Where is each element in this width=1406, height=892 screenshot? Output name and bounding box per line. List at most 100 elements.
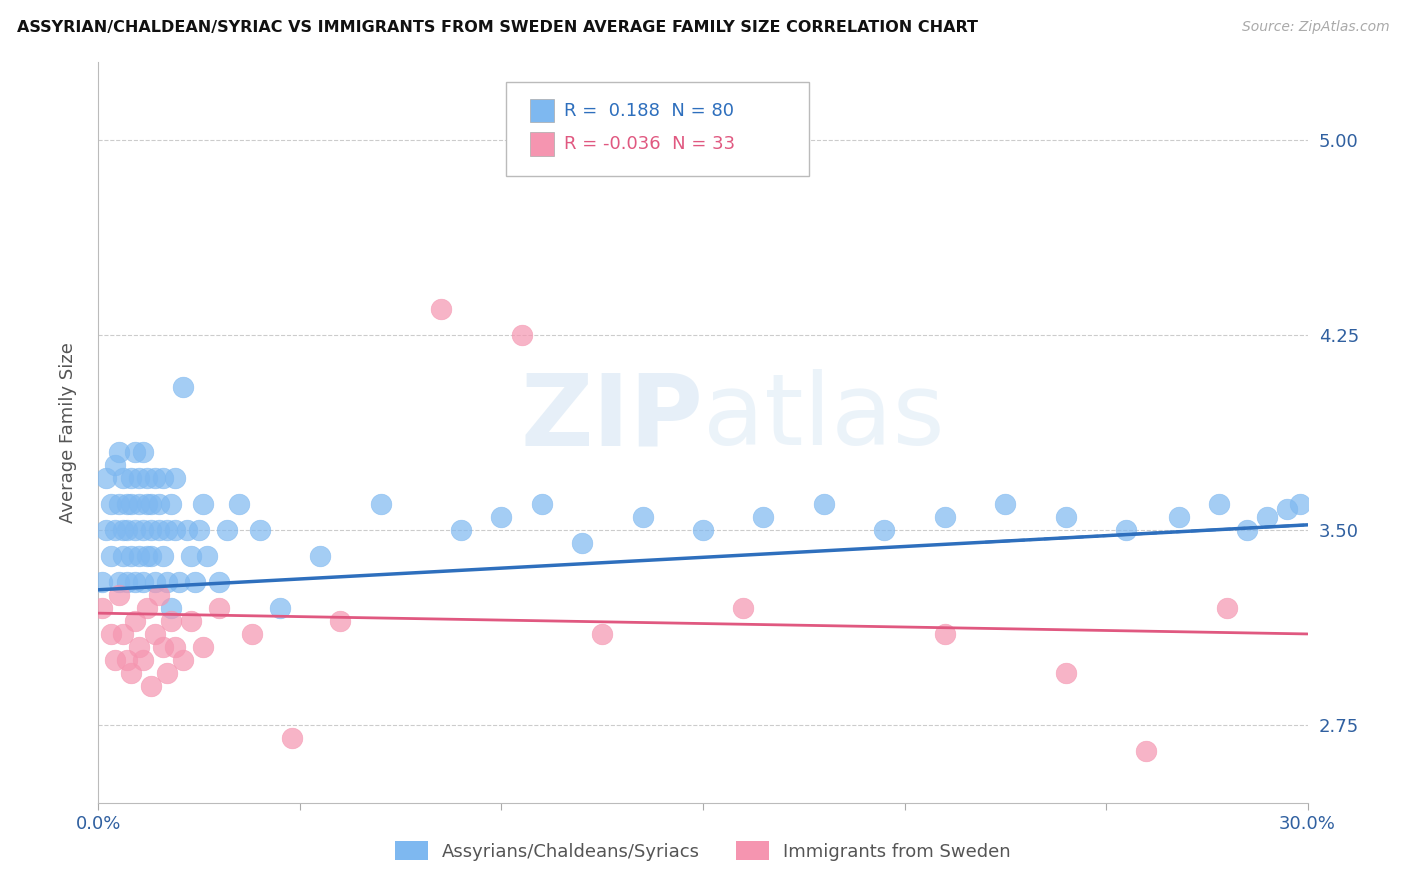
Point (510, 328, 533, 343)
Point (139, 679, 162, 693)
Point (103, 523, 125, 537)
Point (184, 574, 207, 589)
Point (228, 497, 250, 511)
Point (148, 523, 170, 537)
Point (124, 523, 146, 537)
Point (195, 549, 218, 563)
Point (156, 574, 179, 589)
Point (139, 497, 162, 511)
Point (370, 497, 392, 511)
Point (135, 601, 157, 615)
Point (156, 665, 179, 680)
Point (96, 523, 118, 537)
Point (1167, 510, 1189, 524)
Point (132, 574, 155, 589)
FancyBboxPatch shape (506, 82, 810, 176)
Point (240, 627, 263, 641)
Point (143, 574, 166, 589)
Point (1054, 510, 1077, 524)
Text: R = -0.036  N = 33: R = -0.036 N = 33 (564, 135, 735, 153)
Point (111, 471, 134, 485)
Point (139, 523, 162, 537)
Point (135, 549, 157, 563)
Point (873, 523, 896, 537)
Text: ASSYRIAN/CHALDEAN/SYRIAC VS IMMIGRANTS FROM SWEDEN AVERAGE FAMILY SIZE CORRELATI: ASSYRIAN/CHALDEAN/SYRIAC VS IMMIGRANTS F… (17, 20, 977, 35)
Point (193, 640, 215, 654)
Point (571, 536, 593, 550)
Point (1236, 523, 1258, 537)
Point (733, 601, 755, 615)
Point (111, 549, 134, 563)
Point (167, 574, 190, 589)
Point (163, 523, 186, 537)
Point (1256, 510, 1278, 524)
Point (128, 640, 150, 654)
Point (329, 614, 352, 628)
Point (135, 497, 157, 511)
Point (152, 640, 174, 654)
Point (143, 471, 166, 485)
Point (160, 614, 183, 628)
Point (124, 445, 146, 459)
Point (103, 653, 125, 667)
Point (107, 497, 129, 511)
Point (135, 471, 157, 485)
Point (152, 471, 174, 485)
Point (111, 523, 134, 537)
Point (530, 497, 553, 511)
Point (813, 497, 835, 511)
Point (143, 627, 166, 641)
Point (208, 574, 231, 589)
Point (450, 523, 472, 537)
Point (1054, 665, 1077, 680)
Point (934, 510, 956, 524)
Point (107, 574, 129, 589)
Point (115, 653, 138, 667)
Point (269, 601, 291, 615)
Point (208, 601, 231, 615)
Point (120, 549, 142, 563)
Point (160, 601, 183, 615)
Point (132, 445, 155, 459)
Point (1277, 502, 1299, 516)
FancyBboxPatch shape (530, 99, 554, 122)
Point (139, 549, 162, 563)
Point (163, 471, 186, 485)
Point (103, 458, 125, 472)
Text: Source: ZipAtlas.com: Source: ZipAtlas.com (1241, 20, 1389, 34)
Point (128, 497, 150, 511)
Point (591, 627, 613, 641)
Point (1216, 601, 1239, 615)
Point (148, 588, 170, 602)
Point (430, 302, 453, 317)
Point (120, 665, 142, 680)
Point (128, 549, 150, 563)
Point (176, 523, 198, 537)
Point (115, 574, 138, 589)
Point (309, 549, 332, 563)
Point (752, 510, 775, 524)
Point (115, 523, 138, 537)
Point (111, 627, 134, 641)
Point (160, 497, 183, 511)
Point (107, 445, 129, 459)
Text: atlas: atlas (703, 369, 945, 467)
Text: R =  0.188  N = 80: R = 0.188 N = 80 (564, 102, 734, 120)
Point (163, 640, 186, 654)
Point (124, 574, 146, 589)
Point (491, 510, 513, 524)
Point (132, 523, 155, 537)
Point (132, 653, 155, 667)
Point (1208, 497, 1230, 511)
Point (100, 627, 122, 641)
Point (934, 627, 956, 641)
FancyBboxPatch shape (530, 132, 554, 156)
Point (1288, 497, 1310, 511)
Point (1135, 744, 1157, 758)
Point (193, 497, 215, 511)
Point (124, 614, 146, 628)
Point (692, 523, 714, 537)
Point (91, 574, 114, 589)
Point (217, 523, 239, 537)
Point (148, 497, 170, 511)
